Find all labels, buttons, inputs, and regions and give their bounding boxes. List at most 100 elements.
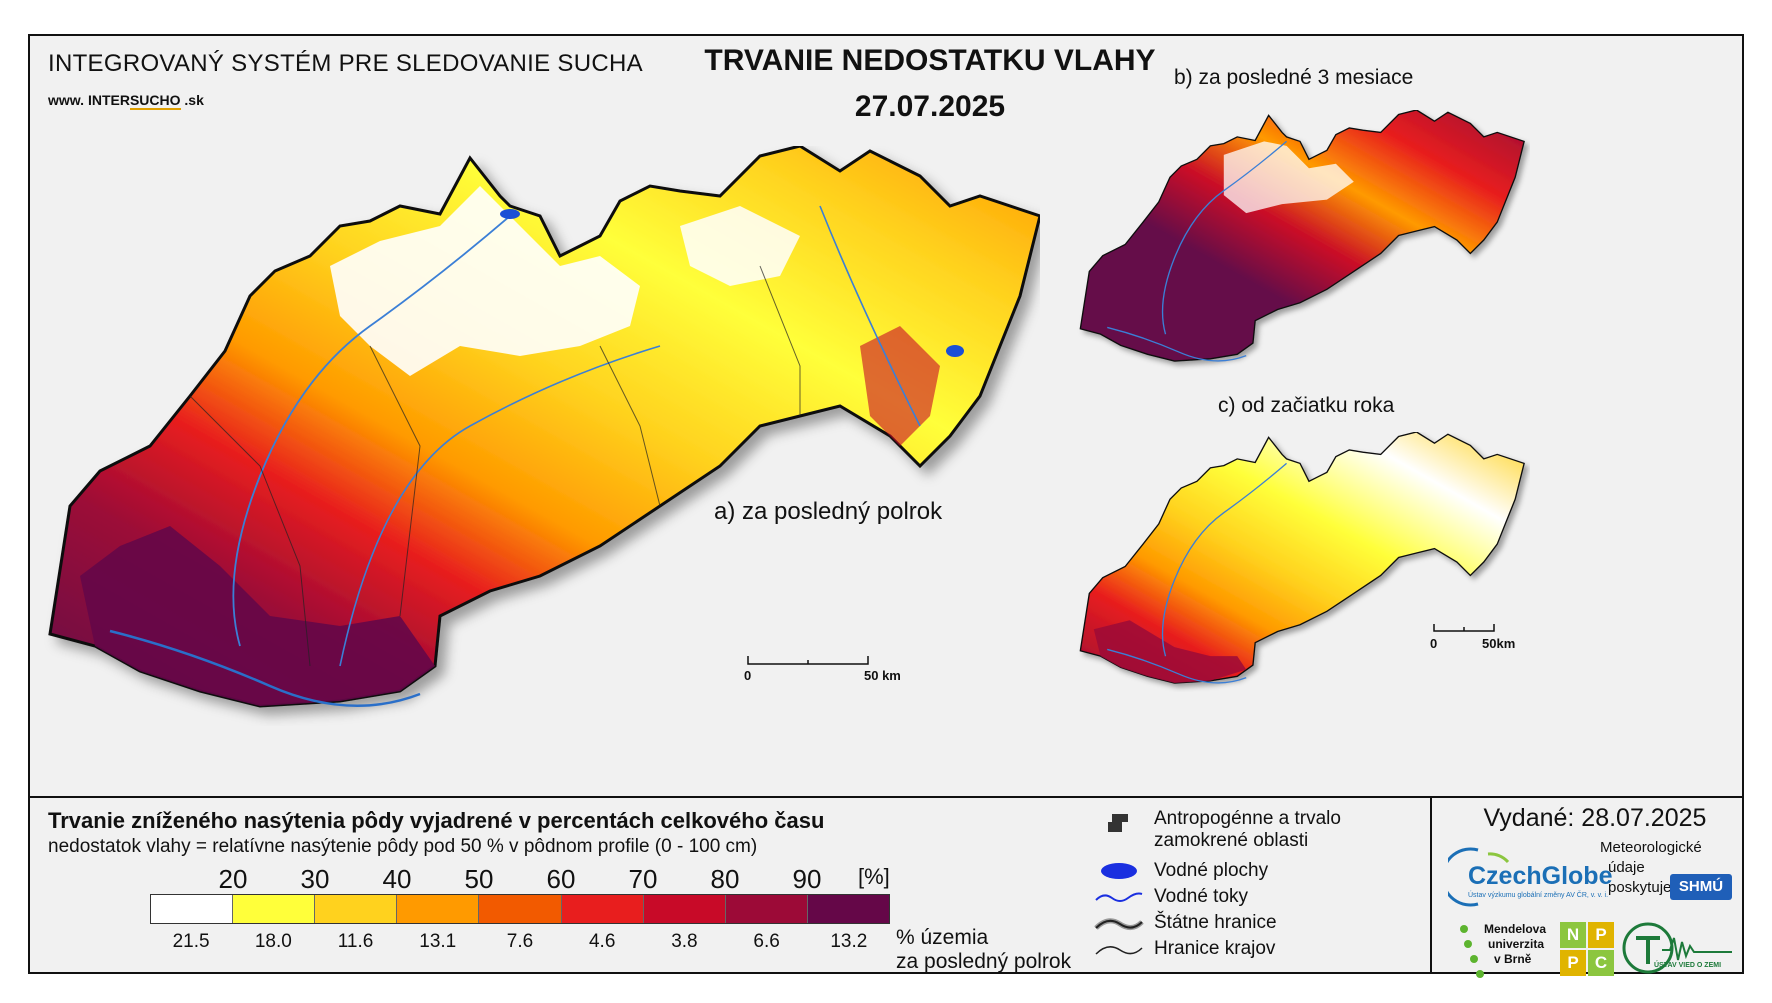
czechglobe-logo[interactable] [1448,842,1596,908]
nppc-letter: P [1588,922,1614,948]
nppc-letter: N [1560,922,1586,948]
area-percentage: 7.6 [506,931,534,952]
map-date: 27.07.2025 [854,90,1006,123]
area-note: % územia za posledný polrok [896,926,1071,974]
czechglobe-subtext: Ústav výzkumu globální změny AV ČR, v. v… [1468,892,1609,899]
legend-streams: Vodné toky [1154,886,1249,907]
nppc-letter: P [1560,950,1586,976]
water-body [946,345,964,357]
shmu-logo[interactable]: SHMÚ [1670,874,1732,900]
water-body [500,209,520,219]
area-percentage: 11.6 [337,931,374,952]
high-deficit-zone-southwest [80,526,435,706]
low-deficit-zone-central [680,206,800,286]
panel-b-label: b) za posledné 3 mesiace [1174,66,1414,89]
river-east [819,205,921,427]
color-class-7 [643,895,726,923]
tick-label: 30 [300,864,330,894]
legend-anthropogenic: Antropogénne a trvalo zamokrené oblasti [1154,808,1341,852]
area-percentage: 13.1 [419,931,457,952]
mendel-logo[interactable]: Mendelova univerzita v Brně [1470,922,1546,967]
website-url[interactable]: www. INTERSUCHO .sk [48,92,204,110]
meteo-line2: údaje [1608,859,1645,876]
panel-c-label: c) od začiatku roka [1218,394,1395,417]
river-hron [339,345,661,667]
legend-state-borders: Štátne hranice [1154,912,1277,933]
site-brand-a: INTER [87,92,130,108]
tick-label: 40 [382,864,412,894]
color-class-4 [397,895,480,923]
color-class-1 [151,895,234,923]
unit-label: [%] [858,864,890,889]
state-border-icon [1094,918,1144,930]
mendel-dots-icon [1460,925,1484,978]
mendel-line3: v Brně [1494,952,1532,966]
river-vah [232,215,511,647]
legend-subtitle: nedostatok vlahy = relatívne nasýtenie p… [48,836,758,857]
nppc-letter: C [1588,950,1614,976]
tick-label: 50 [464,864,494,894]
site-prefix: www. [48,92,88,108]
scale-small-start: 0 [1430,636,1438,651]
legend-anthropogenic-line1: Antropogénne a trvalo [1154,808,1341,829]
river-c [1107,462,1287,684]
river-danube [109,629,421,707]
color-class-5 [479,895,562,923]
mendel-line2: univerzita [1488,937,1545,951]
anthropogenic-area-icon [1108,814,1128,832]
scale-main-start: 0 [744,668,752,683]
panel-a-label: a) za posledný polrok [714,498,943,525]
meteo-credit: Meteorologické údaje poskytuje: [1600,838,1702,898]
map-frame: INTEGROVANÝ SYSTÉM PRE SLEDOVANIE SUCHA … [28,34,1744,978]
scale-bar-main [747,656,869,665]
area-note-line2: za posledný polrok [896,950,1072,973]
area-percentage: 13.2 [830,931,868,952]
low-deficit-zone-north [330,186,640,376]
color-class-6 [561,895,644,923]
tick-label: 80 [710,864,740,894]
stream-icon [1095,892,1143,902]
mendel-line1: Mendelova [1484,922,1547,936]
legend-water-bodies: Vodné plochy [1154,860,1269,881]
legend-title: Trvanie zníženého nasýtenia pôdy vyjadre… [48,808,825,833]
map-panel-b [1079,110,1525,362]
region-border-icon [1095,946,1143,955]
low-deficit-zone-b [1223,141,1354,214]
tick-label: 90 [792,864,822,894]
scale-main-end: 50 km [864,668,901,683]
scale-bar-small [1433,624,1495,632]
area-percentage: 3.8 [671,931,698,952]
legend-divider [30,796,1742,798]
uvz-text: ÚSTAV VIED O ZEMI [1654,962,1722,969]
colorbar-ticks: 20 30 40 50 60 70 80 90 [%] [140,864,890,894]
slovakia-shape-a [48,146,1040,708]
color-class-9 [807,895,889,923]
site-suffix: .sk [180,92,204,108]
area-note-line1: % územia [896,926,989,949]
tick-label: 60 [546,864,576,894]
legend-region-borders: Hranice krajov [1154,938,1276,959]
high-deficit-zone-c [1093,620,1247,684]
system-title: INTEGROVANÝ SYSTÉM PRE SLEDOVANIE SUCHA [48,50,643,77]
water-body-icon [1101,863,1137,879]
slovakia-shape-b [1079,110,1525,362]
issued-date: Vydané: 28.07.2025 [1483,804,1707,832]
river-b [1107,140,1287,362]
map-panel-c [1079,432,1525,684]
meteo-line1: Meteorologické [1600,839,1702,856]
slovakia-shape-c [1079,432,1525,684]
credits-divider [1430,796,1432,974]
map-title: TRVANIE NEDOSTATKU VLAHY [704,44,1156,77]
scale-small-end: 50km [1482,636,1516,651]
area-percentage: 6.6 [753,931,780,952]
tick-label: 70 [628,864,658,894]
area-percentages: 21.5 18.0 11.6 13.1 7.6 4.6 3.8 6.6 13.2 [150,931,890,955]
nppc-logo[interactable]: N P P C [1560,922,1614,976]
color-class-3 [315,895,398,923]
region-border [189,265,801,667]
meteo-line3: poskytuje: [1608,879,1676,896]
area-percentage: 18.0 [254,931,292,952]
uvz-logo[interactable] [1622,920,1736,976]
color-class-2 [233,895,316,923]
czechglobe-text: CzechGlobe [1468,862,1613,890]
